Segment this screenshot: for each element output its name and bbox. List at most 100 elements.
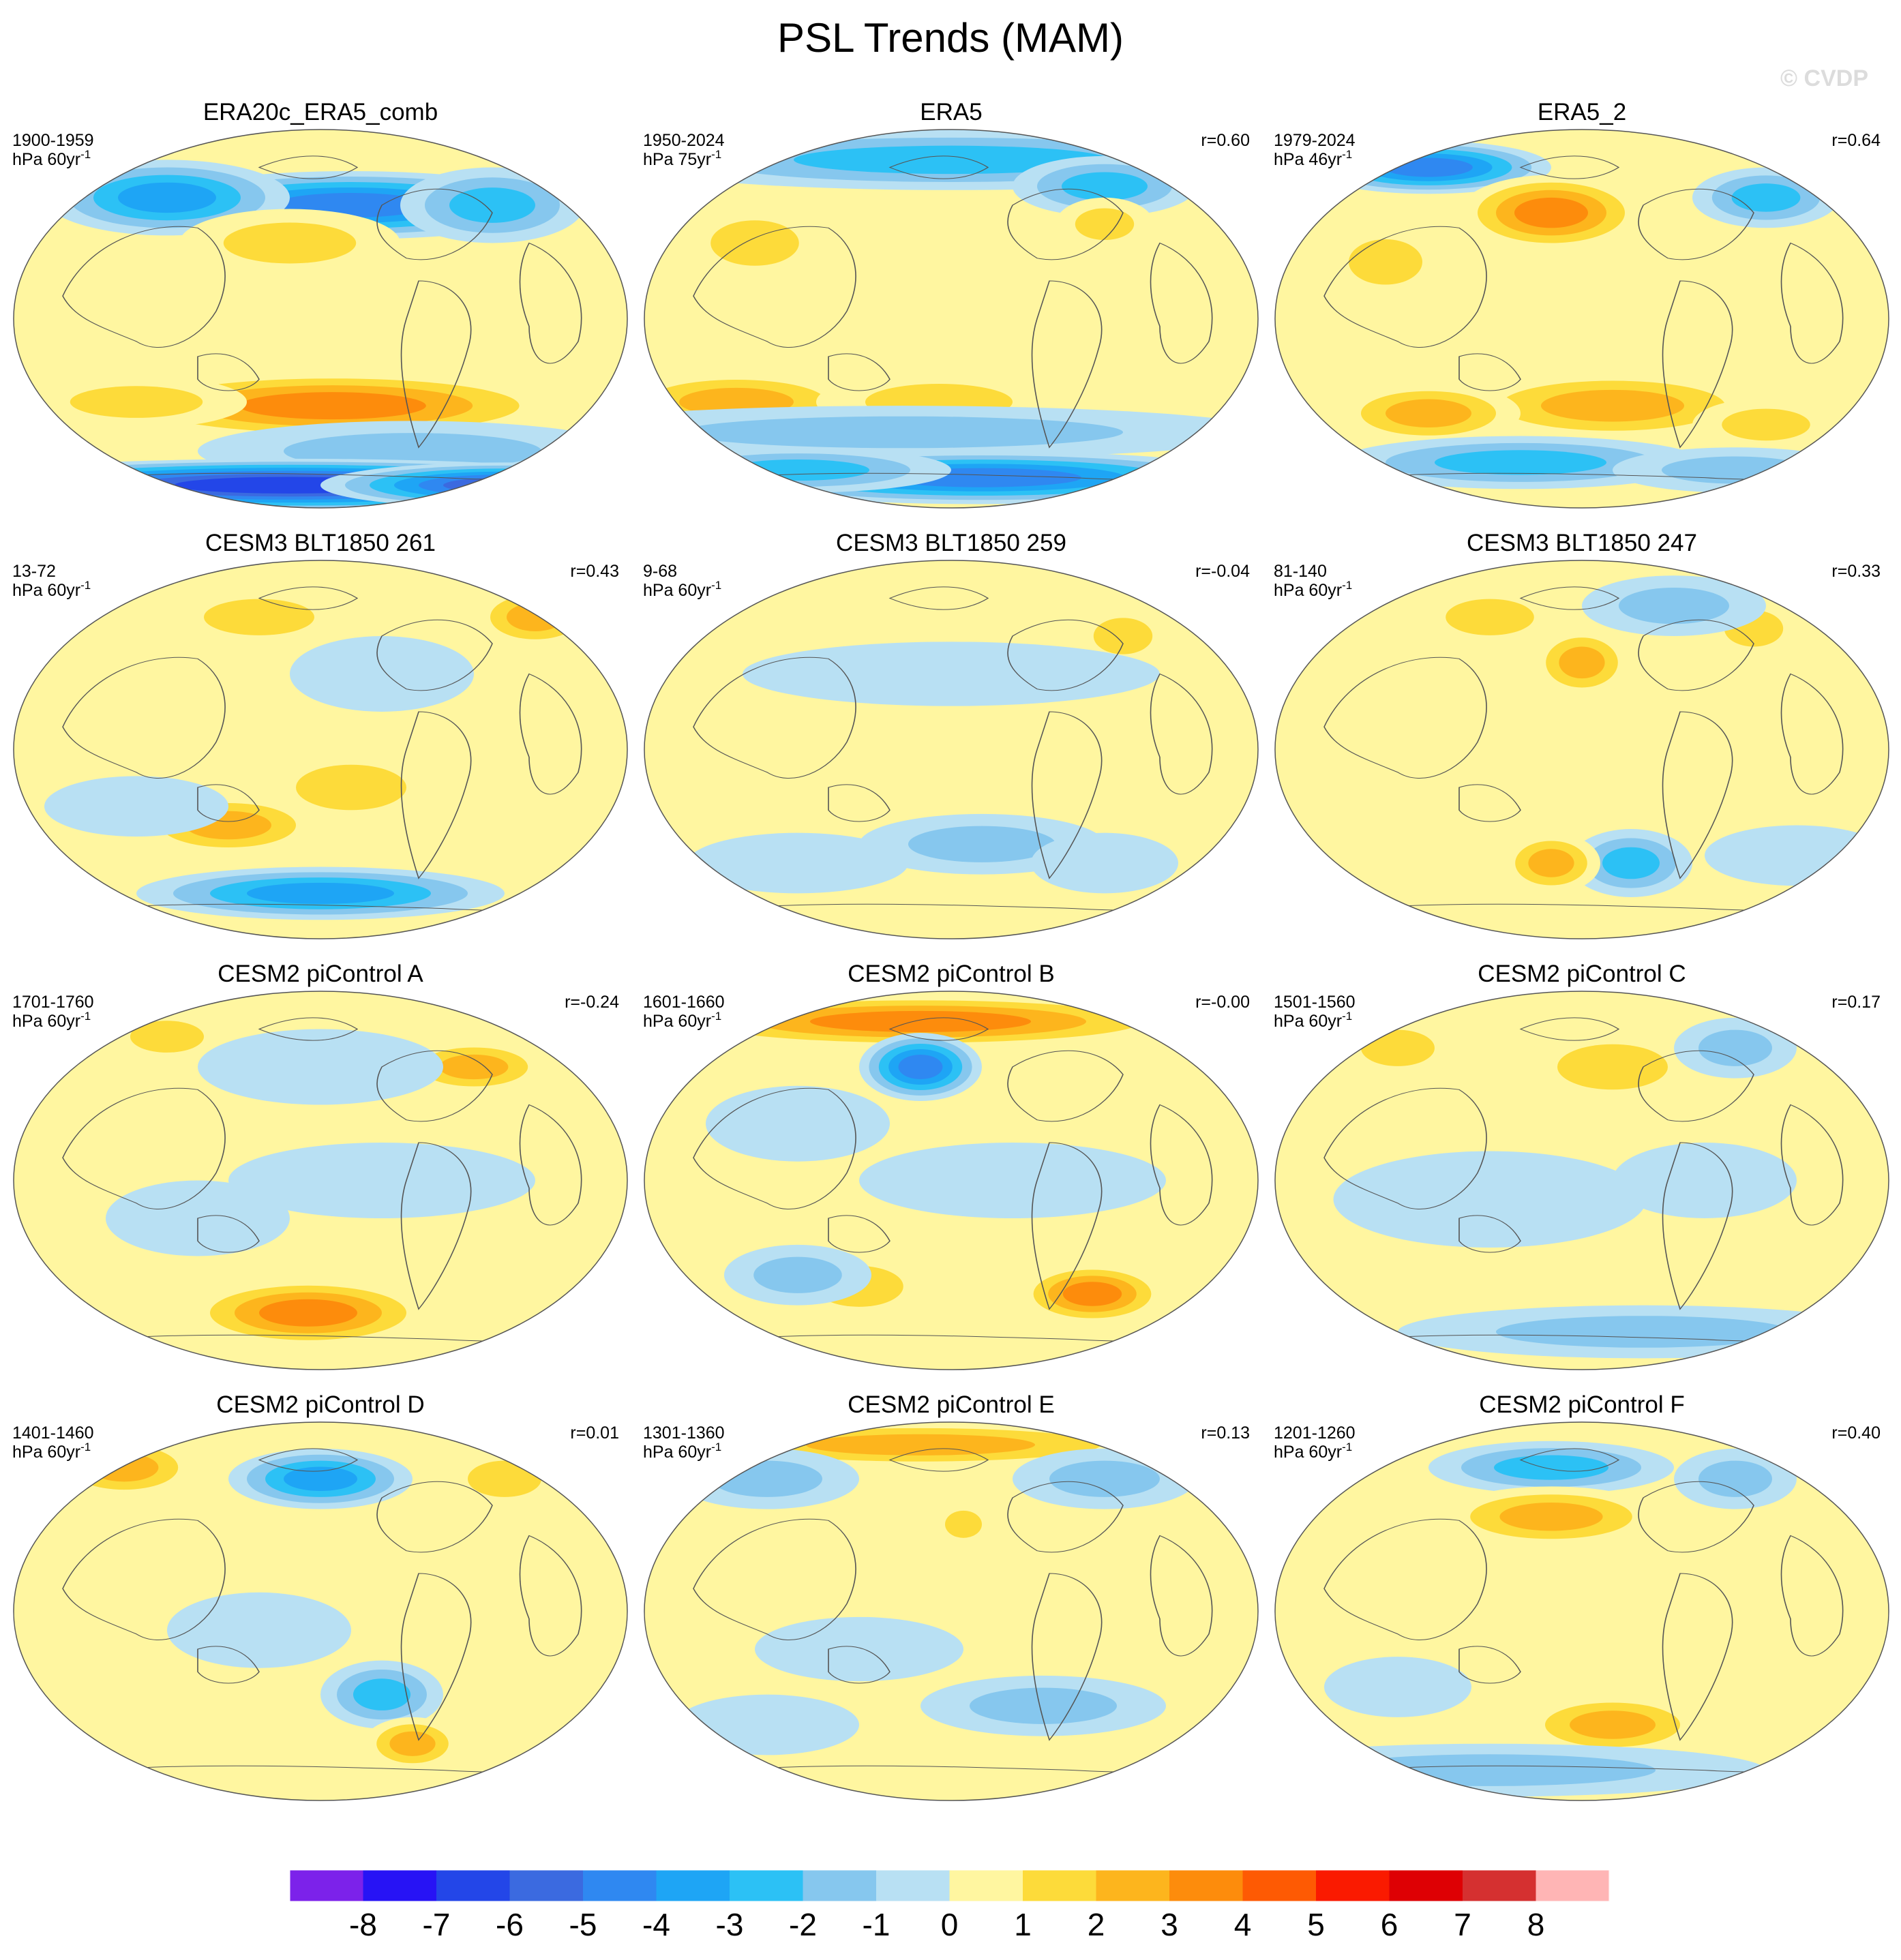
contour-band xyxy=(1446,599,1534,635)
contour-band xyxy=(908,826,1056,862)
contour-band xyxy=(247,882,394,904)
panel-title: CESM3 BLT1850 247 xyxy=(1467,530,1697,556)
map-field xyxy=(14,560,627,939)
trend-anomaly xyxy=(1613,447,1858,493)
trend-anomaly xyxy=(44,160,290,236)
contour-band xyxy=(228,1143,535,1218)
colorbar: -8 -7 -6 -5 -4 -3 -2 -1 0 1 2 3 4 5 6 7 8 xyxy=(289,1869,1610,1942)
coastline xyxy=(1662,1142,1733,1310)
colorbar-swatch xyxy=(1463,1870,1537,1901)
contour-band xyxy=(1731,183,1801,212)
coastline xyxy=(376,188,493,260)
trend-anomaly xyxy=(167,586,351,648)
contour-band xyxy=(1386,399,1471,427)
contour-band xyxy=(1075,208,1135,241)
coastline xyxy=(1638,1050,1754,1122)
trend-anomaly xyxy=(736,583,920,629)
contour-band xyxy=(468,1460,541,1497)
map-field xyxy=(644,991,1258,1370)
trend-anomaly xyxy=(1582,575,1766,636)
coastline xyxy=(888,1017,989,1041)
contour-band xyxy=(1705,825,1889,886)
map-field xyxy=(1275,1422,1889,1800)
panel-period: 9-68 xyxy=(643,562,677,581)
trend-anomaly xyxy=(1428,1441,1674,1494)
panel-period: 1900-1959 xyxy=(12,131,94,150)
coastline xyxy=(258,586,359,610)
colorbar-swatch xyxy=(803,1870,877,1901)
panel-correlation: r=0.01 xyxy=(570,1423,619,1443)
coastline xyxy=(1780,673,1844,795)
coastline xyxy=(519,1535,582,1657)
contour-band xyxy=(1049,1460,1160,1497)
contour-band xyxy=(1541,389,1684,422)
contour-band xyxy=(712,1460,822,1497)
colorbar-swatch xyxy=(1316,1870,1390,1901)
panel-units: hPa 60yr-1 xyxy=(12,579,91,600)
panel-title: CESM2 piControl F xyxy=(1479,1391,1684,1418)
coastline xyxy=(1150,1104,1213,1226)
colorbar-frame xyxy=(289,1869,1610,1902)
contour-band xyxy=(353,1678,410,1710)
panel-title: ERA20c_ERA5_comb xyxy=(203,99,438,125)
map-border xyxy=(644,1421,1259,1801)
coastline xyxy=(400,280,472,449)
coastline xyxy=(1519,155,1620,179)
contour-band xyxy=(687,832,908,894)
coastline xyxy=(400,711,472,879)
panel-title: CESM2 piControl D xyxy=(216,1391,424,1418)
trend-anomaly xyxy=(675,1694,859,1755)
coastline xyxy=(1638,1481,1754,1553)
coastline xyxy=(1031,280,1103,449)
map-border xyxy=(1274,991,1889,1370)
coastline xyxy=(888,586,989,610)
panel-title: ERA5_2 xyxy=(1538,99,1626,125)
coastline xyxy=(197,1215,260,1253)
watermark: © CVDP xyxy=(1780,65,1868,91)
colorbar-tick-label: 3 xyxy=(1161,1907,1178,1942)
contour-band xyxy=(167,1592,351,1668)
contour-band xyxy=(259,1299,357,1327)
map-border xyxy=(1274,1421,1889,1801)
panel-units: hPa 60yr-1 xyxy=(12,1441,91,1462)
trend-anomaly xyxy=(185,1278,431,1347)
coastline xyxy=(1780,1535,1844,1657)
coastline xyxy=(1323,657,1487,779)
trend-anomaly xyxy=(1056,197,1154,251)
coastline xyxy=(400,1142,472,1310)
panel-title: CESM2 piControl C xyxy=(1478,961,1686,987)
trend-anomaly xyxy=(1324,224,1447,300)
coastline xyxy=(1031,1573,1103,1741)
trend-anomaly xyxy=(474,586,597,648)
panel-correlation: r=0.33 xyxy=(1831,562,1881,581)
colorbar-swatch xyxy=(876,1870,950,1901)
contour-band xyxy=(296,764,406,811)
trend-anomaly xyxy=(644,447,951,493)
trend-anomaly xyxy=(1570,829,1692,897)
coastline xyxy=(1662,280,1733,449)
panel-period: 1401-1460 xyxy=(12,1423,94,1443)
trend-anomaly xyxy=(1521,1029,1705,1105)
contour-band xyxy=(970,1687,1117,1724)
coastlines xyxy=(1323,1017,1844,1348)
coastline xyxy=(62,1087,226,1209)
contour-band xyxy=(1698,1460,1772,1497)
contour-band xyxy=(1324,1754,1656,1786)
contour-band xyxy=(859,1143,1166,1218)
coastline xyxy=(1519,1448,1620,1472)
map-border xyxy=(13,991,628,1370)
contour-band xyxy=(223,222,357,264)
panel-period: 1979-2024 xyxy=(1274,131,1356,150)
panel-units: hPa 60yr-1 xyxy=(643,1441,721,1462)
trend-anomaly xyxy=(1705,825,1889,886)
panel-units: hPa 60yr-1 xyxy=(1274,1441,1352,1462)
coastline xyxy=(888,155,989,179)
colorbar-tick-label: -5 xyxy=(569,1907,597,1942)
